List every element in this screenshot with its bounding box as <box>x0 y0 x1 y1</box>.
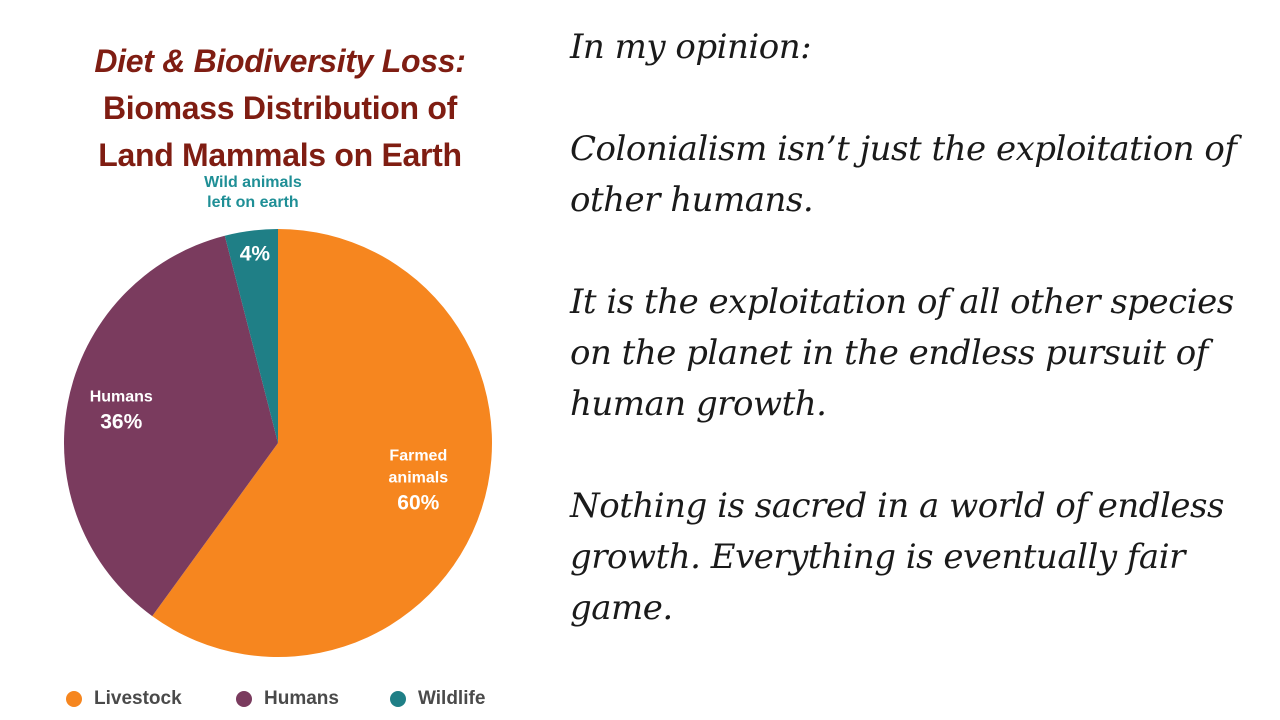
legend-wildlife-swatch <box>390 691 406 707</box>
wild-animals-label: Wild animals <box>204 174 302 191</box>
chart-title-line-1: Diet & Biodiversity Loss: <box>94 43 466 79</box>
opinion-heading: In my opinion: <box>570 27 812 67</box>
chart-title-line-2: Biomass Distribution of <box>102 90 457 126</box>
slice-wild-animals <box>224 228 278 443</box>
farmed-animals-label: Farmed <box>389 448 447 465</box>
slice-humans <box>63 235 278 617</box>
pie-chart: Farmed animals 60% Humans 36% 4% Wild animals l… <box>63 174 492 657</box>
farmed-animals-value-label: 60% <box>397 492 439 515</box>
wild-animals-value-label: 4% <box>240 242 271 265</box>
chart-title-line-3: Land Mammals on Earth <box>98 137 462 173</box>
farmed-animals-label: animals <box>389 470 449 487</box>
wild-animals-label: left on earth <box>207 194 299 211</box>
legend-livestock-swatch <box>66 691 82 707</box>
opinion-paragraph-1: Colonialism isn’t just the exploitation … <box>570 129 1237 220</box>
legend-humans-label: Humans <box>264 688 339 709</box>
chart-title: Diet & Biodiversity Loss: Biomass Distri… <box>40 38 520 179</box>
legend-humans-swatch <box>236 691 252 707</box>
slice-farmed-animals <box>152 229 492 657</box>
legend-livestock-label: Livestock <box>94 688 182 709</box>
legend-wildlife-label: Wildlife <box>418 688 486 709</box>
legend-item-livestock: Livestock <box>66 686 182 712</box>
humans-value-label: 36% <box>100 411 142 434</box>
opinion-paragraph-3: Nothing is sacred in a world of endless … <box>570 486 1224 628</box>
opinion-text-block: In my opinion: Colonialism isn’t just th… <box>570 22 1270 634</box>
legend-item-wildlife: Wildlife <box>390 686 485 712</box>
legend-item-humans: Humans <box>236 686 339 712</box>
opinion-paragraph-2: It is the exploitation of all other spec… <box>570 282 1234 424</box>
humans-label: Humans <box>90 389 153 406</box>
